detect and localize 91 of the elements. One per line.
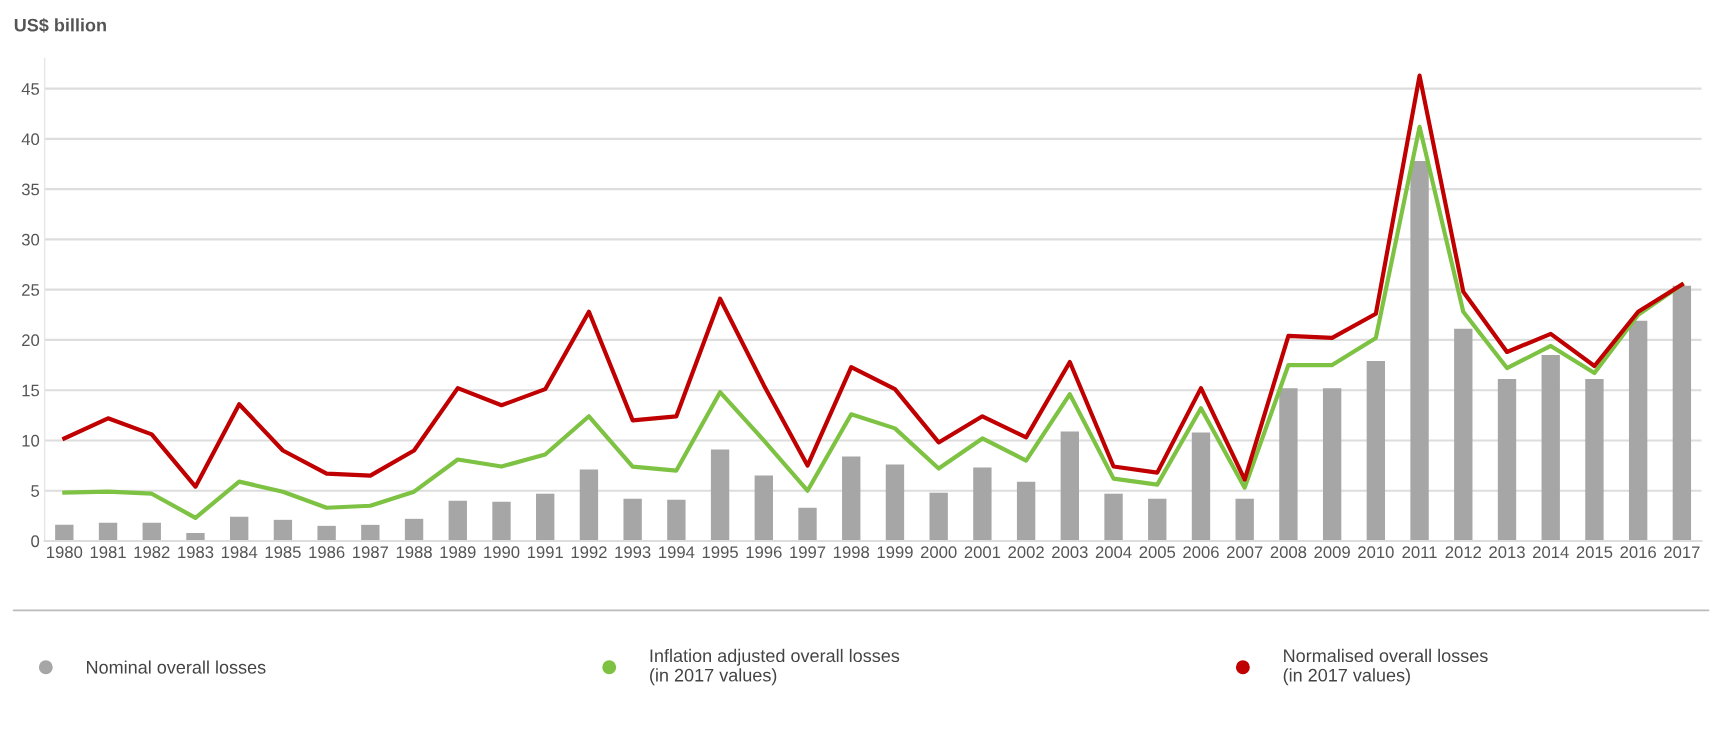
x-tick-label: 2014 [1533, 546, 1569, 559]
x-tick-label: 1980 [47, 546, 83, 559]
x-tick-label: 1985 [265, 546, 301, 559]
bar [1148, 498, 1167, 541]
y-tick-label: 45 [21, 83, 40, 95]
x-tick-label: 1987 [353, 546, 389, 559]
bar [1279, 388, 1298, 541]
y-tick-label: 40 [21, 133, 40, 146]
bar [842, 456, 861, 541]
bar [1016, 481, 1036, 541]
bar [623, 498, 642, 541]
x-tick-label: 1996 [746, 546, 782, 559]
x-tick-label: 2004 [1095, 546, 1132, 559]
y-tick-label: 20 [22, 334, 40, 347]
y-tick-label: 0 [31, 535, 40, 548]
bar [1366, 361, 1386, 541]
y-tick-label: 5 [31, 485, 40, 497]
x-tick-label: 1999 [877, 546, 913, 559]
line-series [62, 73, 1684, 489]
bar [98, 522, 118, 541]
x-tick-label: 2002 [1008, 546, 1044, 559]
bar [798, 507, 817, 541]
x-tick-label: 2012 [1445, 546, 1481, 559]
x-tick-label: 1991 [527, 546, 563, 559]
x-tick-label: 1990 [484, 546, 520, 559]
bar [973, 467, 992, 541]
bar [1235, 498, 1254, 541]
x-tick-label: 1989 [440, 546, 476, 559]
bar [1060, 431, 1080, 541]
y-tick-label: 15 [22, 384, 40, 397]
bar [404, 518, 424, 541]
x-tick-label: 1988 [396, 546, 432, 559]
y-tick-label: 35 [21, 183, 40, 196]
x-tick-label: 1984 [221, 546, 258, 559]
x-tick-label: 2001 [964, 546, 1001, 559]
x-tick-label: 1995 [702, 546, 738, 559]
bar [579, 469, 599, 541]
bar [1585, 379, 1604, 541]
bar [1191, 432, 1211, 541]
y-tick-label: 10 [22, 434, 40, 447]
x-tick-label: 2007 [1227, 546, 1263, 559]
bar [1322, 388, 1342, 541]
x-tick-label: 2013 [1489, 546, 1525, 559]
x-tick-label: 2005 [1139, 546, 1176, 559]
y-axis-title: US$ billion [14, 17, 106, 33]
x-tick-label: 2008 [1270, 546, 1307, 559]
bar [929, 492, 948, 541]
legend-label: Inflation adjusted overall losses (in 2017 values) [650, 648, 900, 686]
x-tick-label: 1992 [571, 546, 607, 559]
bar [754, 475, 773, 541]
legend-label: Normalised overall losses (in 2017 values) [1283, 648, 1488, 686]
y-tick-label: 30 [21, 233, 40, 246]
x-tick-label: 1993 [615, 546, 651, 559]
bar [492, 501, 511, 541]
bar [142, 522, 161, 541]
x-tick-label: 2015 [1576, 546, 1613, 559]
x-tick-label: 1997 [790, 546, 826, 559]
legend-label: Nominal overall losses [87, 660, 266, 674]
x-tick-label: 2017 [1664, 546, 1700, 559]
x-tick-label: 2010 [1358, 546, 1394, 559]
x-tick-label: 1986 [309, 546, 345, 559]
bar [273, 519, 293, 541]
bar [667, 499, 686, 541]
bar [448, 500, 467, 541]
x-tick-label: 2000 [920, 546, 957, 559]
bar [1104, 493, 1123, 541]
bar [361, 524, 380, 541]
x-tick-label: 1981 [90, 546, 126, 559]
x-tick-label: 1998 [833, 546, 870, 559]
bar [230, 516, 249, 541]
bar [186, 532, 205, 541]
y-tick-label: 25 [22, 284, 40, 296]
x-tick-label: 2009 [1314, 546, 1350, 559]
bar [710, 449, 730, 541]
bar [1541, 354, 1560, 541]
bar [1497, 379, 1517, 541]
x-tick-label: 1982 [134, 546, 170, 559]
x-tick-label: 2006 [1183, 546, 1219, 559]
x-tick-label: 2003 [1052, 546, 1088, 559]
bar [1454, 328, 1473, 541]
bar [317, 525, 336, 541]
bar [536, 493, 555, 541]
x-tick-label: 1994 [659, 546, 695, 559]
bar [55, 524, 74, 541]
x-tick-label: 2016 [1620, 546, 1656, 559]
x-tick-label: 2011 [1402, 546, 1437, 559]
bar [1410, 161, 1429, 541]
x-tick-label: 1983 [178, 546, 214, 559]
bar [1672, 285, 1692, 541]
bar [1628, 320, 1648, 541]
bar [885, 464, 905, 541]
